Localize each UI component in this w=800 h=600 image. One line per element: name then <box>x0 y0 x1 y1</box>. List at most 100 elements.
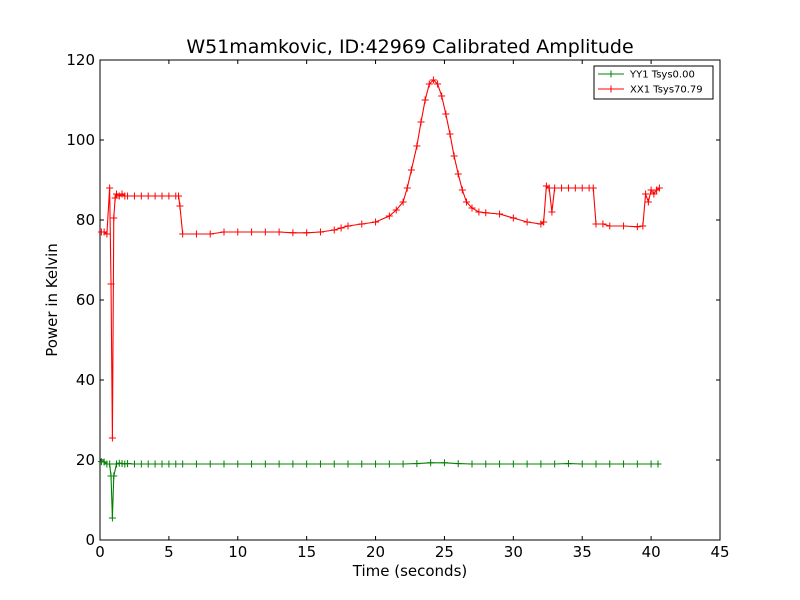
y-tick-label: 60 <box>76 291 95 309</box>
data-point-xx1 <box>540 218 548 226</box>
data-point-xx1 <box>344 222 352 230</box>
data-point-xx1 <box>496 210 504 218</box>
x-tick-label: 20 <box>366 543 385 561</box>
data-point-yy1 <box>413 460 421 468</box>
data-point-xx1 <box>551 184 559 192</box>
data-point-yy1 <box>564 460 572 468</box>
data-point-xx1 <box>468 204 476 212</box>
data-point-xx1 <box>289 229 297 237</box>
data-point-yy1 <box>427 459 435 467</box>
legend-marker-xx1 <box>607 85 615 93</box>
data-point-yy1 <box>158 460 166 468</box>
data-point-yy1 <box>172 460 180 468</box>
data-point-yy1 <box>144 460 152 468</box>
legend-label-xx1: XX1 Tsys70.79 <box>630 85 703 96</box>
data-point-yy1 <box>358 460 366 468</box>
data-point-xx1 <box>165 192 173 200</box>
data-point-xx1 <box>108 434 116 442</box>
data-point-xx1 <box>144 192 152 200</box>
data-point-xx1 <box>425 80 433 88</box>
data-point-yy1 <box>482 460 490 468</box>
x-tick-label: 5 <box>164 543 174 561</box>
data-point-yy1 <box>137 460 145 468</box>
y-tick-label: 0 <box>85 531 95 549</box>
x-tick-label: 40 <box>642 543 661 561</box>
data-point-yy1 <box>206 460 214 468</box>
data-point-yy1 <box>551 460 559 468</box>
data-point-xx1 <box>421 96 429 104</box>
x-tick-label: 45 <box>710 543 729 561</box>
data-point-xx1 <box>450 152 458 160</box>
data-point-xx1 <box>642 190 650 198</box>
y-tick-label: 120 <box>66 51 95 69</box>
data-point-yy1 <box>454 460 462 468</box>
data-point-yy1 <box>192 460 200 468</box>
series-layer <box>97 76 663 522</box>
data-point-yy1 <box>316 460 324 468</box>
data-point-yy1 <box>654 460 662 468</box>
data-point-yy1 <box>303 460 311 468</box>
series-markers-yy1 <box>97 458 662 522</box>
data-point-xx1 <box>429 76 437 84</box>
data-point-xx1 <box>107 280 115 288</box>
x-tick-label: 35 <box>573 543 592 561</box>
data-point-yy1 <box>220 460 228 468</box>
y-tick-label: 80 <box>76 211 95 229</box>
y-tick-label: 40 <box>76 371 95 389</box>
data-point-xx1 <box>151 192 159 200</box>
data-point-xx1 <box>462 198 470 206</box>
data-point-xx1 <box>124 192 132 200</box>
y-tick-label: 20 <box>76 451 95 469</box>
data-point-xx1 <box>407 166 415 174</box>
data-point-xx1 <box>620 222 628 230</box>
data-point-xx1 <box>509 214 517 222</box>
data-point-yy1 <box>647 460 655 468</box>
data-point-yy1 <box>385 460 393 468</box>
x-axis-label: Time (seconds) <box>352 562 468 580</box>
data-point-xx1 <box>633 223 641 231</box>
data-point-xx1 <box>475 208 483 216</box>
x-tick-label: 25 <box>435 543 454 561</box>
data-point-yy1 <box>330 460 338 468</box>
data-point-yy1 <box>509 460 517 468</box>
x-axis: 0 5 10 15 20 25 30 35 40 45 <box>95 60 730 561</box>
data-point-xx1 <box>442 110 450 118</box>
data-point-xx1 <box>392 206 400 214</box>
data-point-xx1 <box>316 228 324 236</box>
data-point-xx1 <box>330 226 338 234</box>
data-point-xx1 <box>403 184 411 192</box>
x-tick-label: 0 <box>95 543 105 561</box>
data-point-yy1 <box>248 460 256 468</box>
data-point-yy1 <box>537 460 545 468</box>
data-point-yy1 <box>124 460 132 468</box>
data-point-xx1 <box>111 194 119 202</box>
plot-area <box>99 59 721 541</box>
data-point-xx1 <box>176 202 184 210</box>
data-point-xx1 <box>192 230 200 238</box>
data-point-xx1 <box>248 228 256 236</box>
y-tick-label: 100 <box>66 131 95 149</box>
series-markers-xx1 <box>97 76 663 442</box>
data-point-xx1 <box>110 214 118 222</box>
data-point-xx1 <box>220 228 228 236</box>
data-point-yy1 <box>620 460 628 468</box>
data-point-xx1 <box>179 230 187 238</box>
data-point-yy1 <box>261 460 269 468</box>
data-point-yy1 <box>106 460 114 468</box>
data-point-xx1 <box>589 184 597 192</box>
data-point-xx1 <box>417 118 425 126</box>
data-point-xx1 <box>644 198 652 206</box>
data-point-xx1 <box>175 192 183 200</box>
legend-marker-yy1 <box>607 70 615 78</box>
data-point-yy1 <box>440 459 448 467</box>
data-point-xx1 <box>413 142 421 150</box>
data-point-xx1 <box>564 184 572 192</box>
data-point-xx1 <box>639 222 647 230</box>
data-point-xx1 <box>399 198 407 206</box>
data-point-yy1 <box>468 460 476 468</box>
y-axis-label: Power in Kelvin <box>43 243 61 357</box>
data-point-yy1 <box>592 460 600 468</box>
x-tick-label: 30 <box>504 543 523 561</box>
data-point-yy1 <box>179 460 187 468</box>
